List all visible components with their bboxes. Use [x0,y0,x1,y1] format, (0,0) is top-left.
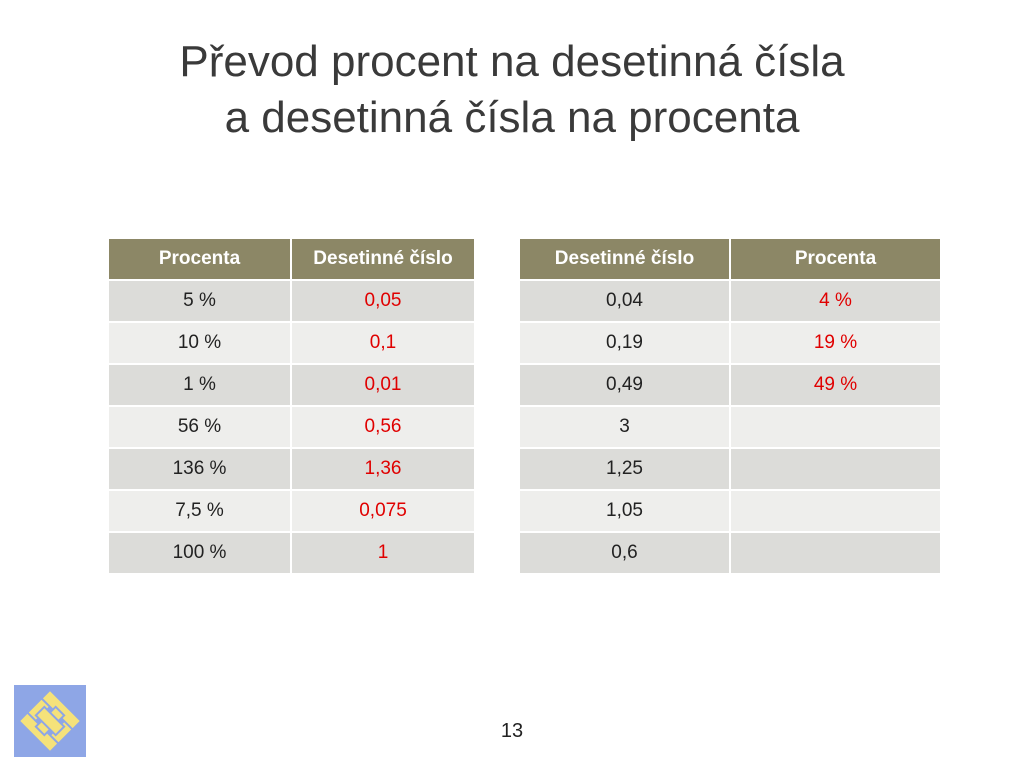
percent-answer-cell: 19 % [730,322,940,365]
table-row: 56 % 0,56 [109,406,474,449]
decimal-answer-cell: 1,36 [291,448,474,491]
decimal-answer-cell: 0,01 [291,364,474,407]
decimal-cell: 1,25 [520,448,731,491]
table-row: 0,49 49 % [520,364,940,407]
slide-title-line-2: a desetinná čísla na procenta [224,93,800,142]
percent-answer-cell [730,532,940,575]
decimal-cell: 3 [520,406,731,449]
decimal-cell: 1,05 [520,490,731,533]
table-row: 100 % 1 [109,532,474,575]
decimal-answer-cell: 0,56 [291,406,474,449]
table-row: 7,5 % 0,075 [109,490,474,533]
table-row: 0,04 4 % [520,280,940,323]
table-row: 10 % 0,1 [109,322,474,365]
percent-cell: 136 % [109,448,292,491]
table-header-row: Procenta Desetinné číslo [109,239,474,281]
decimal-answer-cell: 0,075 [291,490,474,533]
percent-answer-cell: 49 % [730,364,940,407]
table-row: 1,05 [520,490,940,533]
table-row: 5 % 0,05 [109,280,474,323]
decimal-answer-cell: 1 [291,532,474,575]
table-row: 0,6 [520,532,940,575]
slide-title: Převod procent na desetinná čísla a dese… [0,34,1024,146]
table-row: 136 % 1,36 [109,448,474,491]
percent-answer-cell: 4 % [730,280,940,323]
decimal-answer-cell: 0,1 [291,322,474,365]
logo-graphic [14,685,86,757]
decimal-answer-cell: 0,05 [291,280,474,323]
column-header-desetinne-cislo: Desetinné číslo [291,239,474,281]
percent-to-decimal-table: Procenta Desetinné číslo 5 % 0,05 10 % 0… [109,239,474,575]
decimal-cell: 0,49 [520,364,731,407]
percent-cell: 10 % [109,322,292,365]
percent-cell: 7,5 % [109,490,292,533]
table-header-row: Desetinné číslo Procenta [520,239,940,281]
percent-cell: 56 % [109,406,292,449]
decimal-cell: 0,04 [520,280,731,323]
column-header-procenta: Procenta [730,239,940,281]
decimal-to-percent-table: Desetinné číslo Procenta 0,04 4 % 0,19 1… [520,239,940,575]
table-row: 1,25 [520,448,940,491]
percent-cell: 1 % [109,364,292,407]
percent-cell: 5 % [109,280,292,323]
slide-title-line-1: Převod procent na desetinná čísla [179,37,845,86]
column-header-desetinne-cislo: Desetinné číslo [520,239,731,281]
percent-answer-cell [730,448,940,491]
woven-diamond-logo-icon [14,685,86,757]
percent-answer-cell [730,490,940,533]
decimal-cell: 0,6 [520,532,731,575]
table-row: 0,19 19 % [520,322,940,365]
page-number: 13 [500,720,524,742]
percent-answer-cell [730,406,940,449]
decimal-cell: 0,19 [520,322,731,365]
percent-cell: 100 % [109,532,292,575]
column-header-procenta: Procenta [109,239,292,281]
table-row: 1 % 0,01 [109,364,474,407]
table-row: 3 [520,406,940,449]
